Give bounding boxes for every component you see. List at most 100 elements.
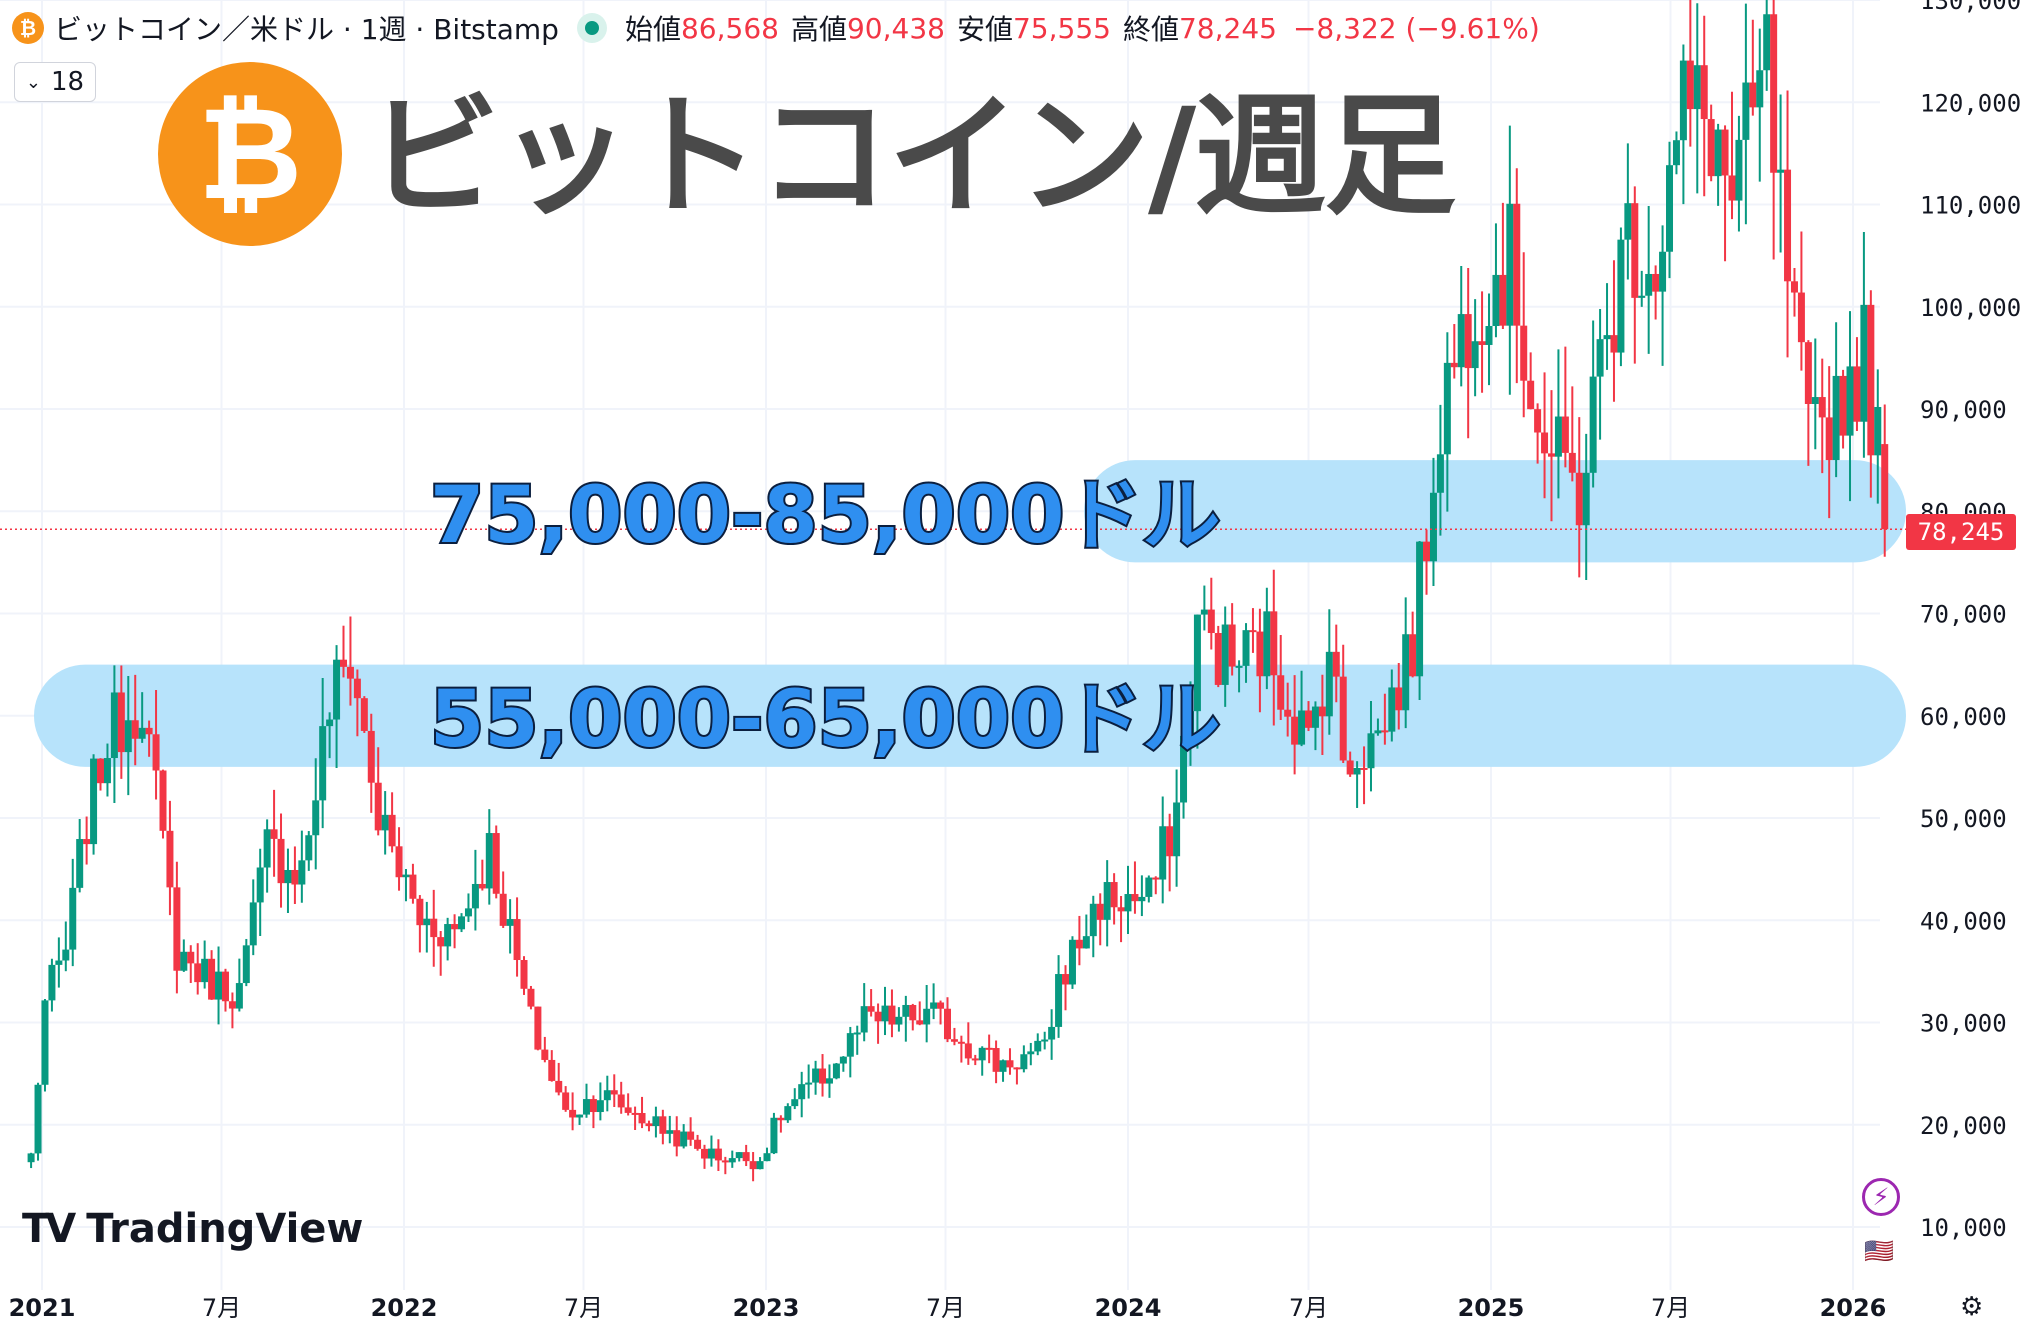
- tradingview-logo[interactable]: TV TradingView: [22, 1206, 363, 1252]
- candle-body: [1367, 733, 1375, 769]
- candle: [1582, 433, 1590, 581]
- x-tick-label: 7月: [202, 1294, 241, 1322]
- candle: [485, 809, 493, 905]
- candle-body: [263, 829, 271, 868]
- candle-body: [166, 830, 174, 888]
- candle-body: [1200, 609, 1208, 615]
- candle: [1200, 585, 1208, 631]
- candle-body: [1784, 169, 1792, 282]
- candle-body: [812, 1068, 820, 1083]
- candle: [1811, 338, 1819, 450]
- candle: [1325, 609, 1333, 735]
- candle: [1166, 813, 1174, 892]
- candle: [1186, 681, 1194, 766]
- candle-body: [1742, 82, 1750, 140]
- bitcoin-logo-icon: ₿: [158, 62, 342, 246]
- candle: [1610, 260, 1618, 402]
- candle: [27, 1152, 35, 1169]
- candle-body: [1138, 896, 1146, 902]
- candle: [638, 1096, 646, 1129]
- candle-body: [1263, 611, 1271, 677]
- candle-body: [1089, 903, 1097, 937]
- candle: [1547, 390, 1555, 522]
- candle-body: [1610, 335, 1618, 353]
- candle: [1860, 231, 1868, 458]
- x-tick-label: 7月: [1289, 1294, 1328, 1322]
- candle: [832, 1063, 840, 1080]
- candle-body: [1506, 203, 1514, 326]
- candle-body: [1707, 119, 1715, 177]
- candle: [1055, 955, 1063, 1038]
- candle-body: [1554, 416, 1562, 457]
- candle-body: [1027, 1051, 1035, 1055]
- settings-gear-icon[interactable]: ⚙: [1960, 1292, 1984, 1322]
- indicator-toggle-button[interactable]: ⌄ 18: [14, 62, 96, 102]
- candle: [888, 989, 896, 1038]
- candle: [1853, 337, 1861, 432]
- symbol-header[interactable]: ₿ ビットコイン／米ドル · 1週 · Bitstamp 始値 86,568 高値…: [12, 8, 1540, 48]
- y-tick-label: 110,000: [1920, 192, 2021, 220]
- candle-body: [1395, 687, 1403, 711]
- candle: [1374, 718, 1382, 736]
- candle: [1790, 268, 1798, 317]
- candle: [263, 819, 271, 893]
- candle: [985, 1034, 993, 1064]
- candle: [180, 939, 188, 972]
- candle: [582, 1083, 590, 1118]
- candle: [1221, 606, 1229, 707]
- candle: [423, 901, 431, 953]
- candle: [1874, 369, 1882, 504]
- candle-body: [784, 1106, 792, 1121]
- candle-body: [1839, 375, 1847, 436]
- candle: [221, 968, 229, 1012]
- candle-body: [1846, 366, 1854, 436]
- candle-body: [895, 1016, 903, 1025]
- candle-body: [555, 1080, 563, 1093]
- candle: [1263, 587, 1271, 690]
- candle-body: [728, 1158, 736, 1163]
- candle-body: [742, 1152, 750, 1162]
- candle: [680, 1124, 688, 1149]
- candle-body: [159, 770, 167, 831]
- candle: [1693, 3, 1701, 194]
- low-label: 安値: [956, 13, 1013, 46]
- us-flag-icon[interactable]: 🇺🇸: [1864, 1237, 1894, 1265]
- candle-body: [1360, 767, 1368, 770]
- candle-body: [1860, 304, 1868, 422]
- candle: [1867, 290, 1875, 498]
- candle-body: [430, 918, 438, 938]
- candle-body: [1471, 341, 1479, 369]
- banner-title: ビットコイン/週足: [368, 80, 1456, 234]
- candle-body: [242, 945, 250, 984]
- candle: [867, 989, 875, 1017]
- candle-body: [1193, 614, 1201, 712]
- candle: [1686, 0, 1694, 147]
- candle: [319, 678, 327, 829]
- high-label: 高値: [790, 13, 847, 46]
- candle: [326, 712, 334, 759]
- lightning-icon[interactable]: ⚡: [1862, 1178, 1900, 1216]
- symbol-title[interactable]: ビットコイン／米ドル · 1週 · Bitstamp: [54, 13, 559, 46]
- candle: [298, 830, 306, 903]
- candle: [437, 931, 445, 976]
- candle: [853, 1025, 861, 1055]
- candle: [416, 895, 424, 953]
- candle: [1666, 141, 1674, 279]
- candle-body: [1207, 609, 1215, 634]
- candle-body: [1568, 452, 1576, 473]
- candle-body: [1055, 974, 1063, 1027]
- candle: [1554, 349, 1562, 499]
- candle: [69, 858, 77, 967]
- candle: [846, 1026, 854, 1078]
- candle-body: [464, 908, 472, 917]
- candle-body: [853, 1032, 861, 1035]
- candle: [194, 943, 202, 995]
- candle: [1638, 270, 1646, 307]
- candle: [1679, 44, 1687, 205]
- candle: [1818, 358, 1826, 474]
- candle: [1735, 115, 1743, 232]
- candle-body: [819, 1068, 827, 1084]
- candle-body: [381, 814, 389, 831]
- candle: [770, 1112, 778, 1155]
